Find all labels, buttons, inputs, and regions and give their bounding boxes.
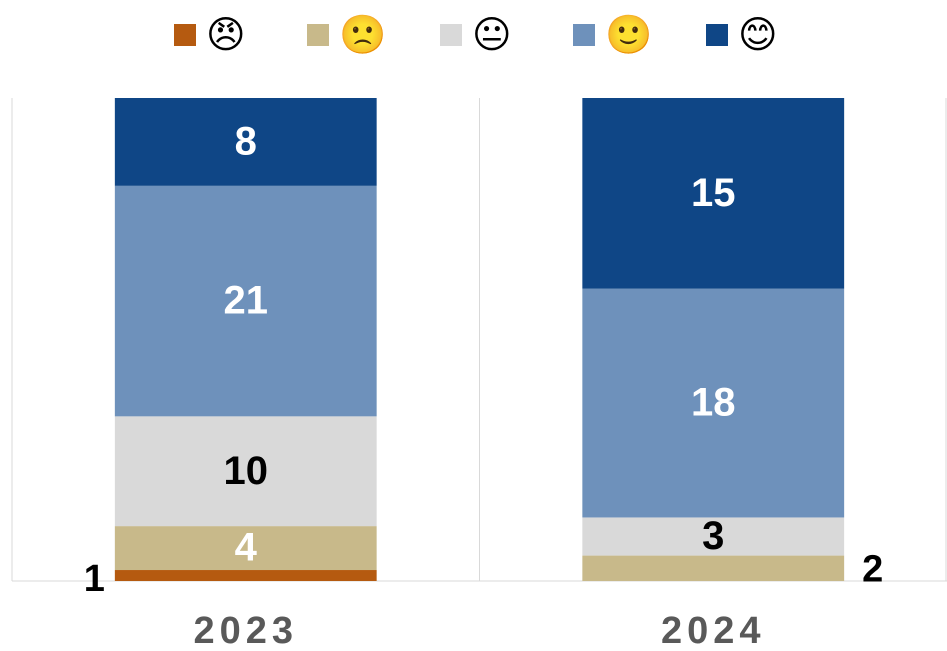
value-label: 1: [84, 558, 105, 600]
legend-label: 🙁: [339, 13, 386, 57]
legend-label: 😐: [472, 13, 512, 57]
bar-segment: [582, 517, 845, 556]
bar-segment: [114, 570, 377, 581]
value-label: 4: [235, 526, 258, 570]
legend-swatch: [706, 24, 728, 46]
bar-segment: [114, 98, 377, 186]
bar-segment: [582, 288, 845, 518]
value-label: 2: [862, 548, 883, 590]
bar-segment: [582, 98, 845, 289]
bar-segment: [114, 185, 377, 417]
legend-swatch: [573, 24, 595, 46]
value-label: 3: [702, 514, 724, 558]
value-label: 10: [224, 449, 269, 493]
value-label: 15: [691, 171, 736, 215]
x-tick-label: 2024: [661, 610, 766, 651]
bar-segment: [582, 555, 845, 581]
x-tick-label: 2023: [193, 610, 298, 651]
legend-label: 🙂: [605, 13, 652, 57]
value-label: 8: [235, 119, 257, 163]
value-label: 18: [691, 381, 736, 425]
legend-label: 😠: [206, 13, 246, 57]
bar-segment: [114, 526, 377, 571]
legend-swatch: [307, 24, 329, 46]
value-label: 21: [224, 279, 269, 323]
legend-swatch: [440, 24, 462, 46]
bar-segment: [114, 416, 377, 527]
legend-label: 😊: [738, 13, 778, 57]
legend-swatch: [174, 24, 196, 46]
